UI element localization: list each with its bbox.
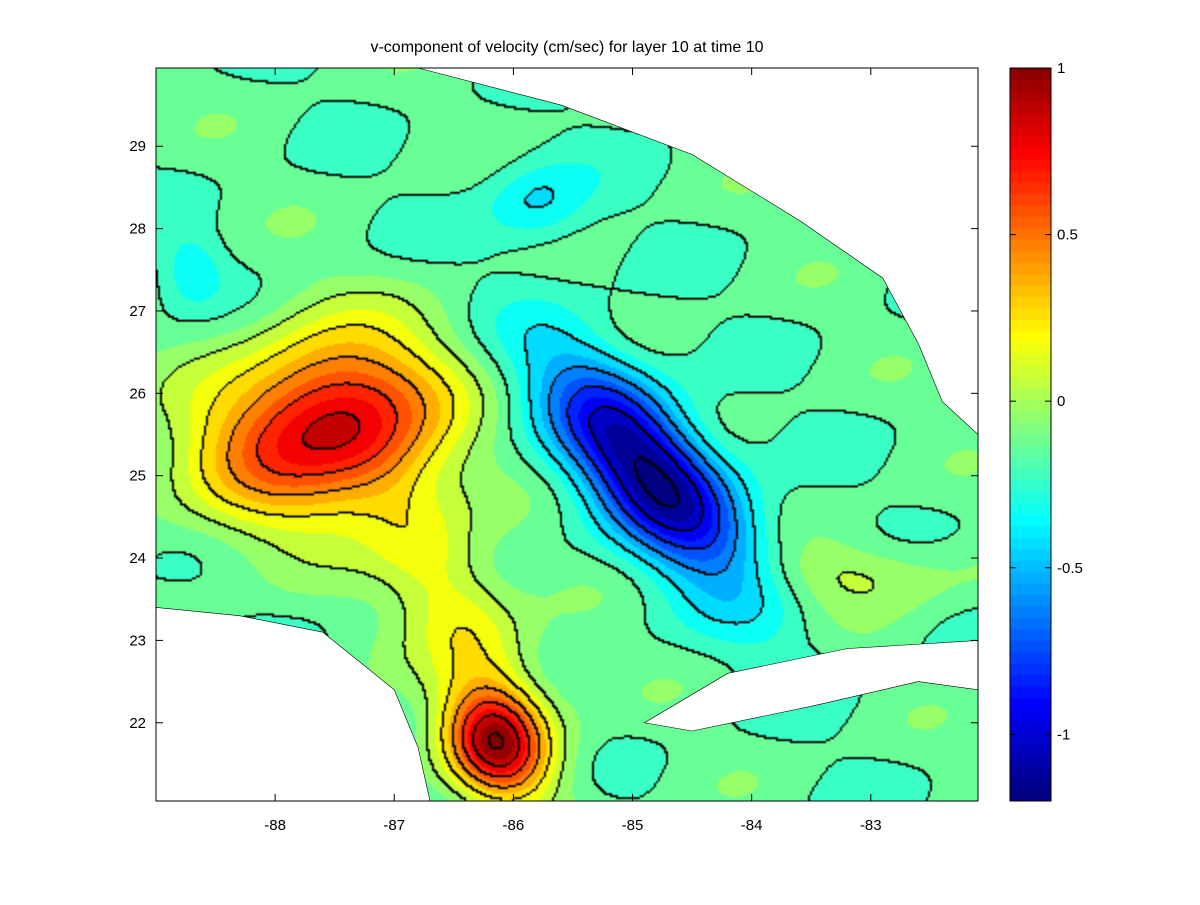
- colorbar: 1 0.5 0 -0.5 -1: [1009, 60, 1083, 802]
- y-tick-label: 27: [129, 303, 146, 320]
- colorbar-tick-label: -0.5: [1057, 560, 1083, 577]
- y-tick-label: 26: [129, 385, 146, 402]
- colorbar-gradient: [1010, 68, 1051, 801]
- land-masks: [155, 67, 979, 802]
- plot-area: [155, 67, 979, 802]
- x-tick-label: -84: [741, 817, 763, 834]
- colorbar-tick-label: 1: [1057, 60, 1065, 77]
- x-tick-label: -87: [383, 817, 405, 834]
- colorbar-tick-label: -1: [1057, 726, 1070, 743]
- colorbar-frame: [1009, 67, 1052, 802]
- x-tick-label: -85: [622, 817, 644, 834]
- colorbar-tick-label: 0.5: [1057, 227, 1078, 244]
- y-tick-label: 24: [129, 550, 146, 567]
- land-mask-1: [418, 67, 979, 436]
- y-tick-label: 23: [129, 632, 146, 649]
- x-axis: -88 -87 -86 -85 -84 -83: [264, 68, 882, 834]
- x-tick-label: -86: [503, 817, 525, 834]
- y-tick-label: 29: [129, 138, 146, 155]
- y-tick-label: 25: [129, 468, 146, 485]
- chart-title: v-component of velocity (cm/sec) for lay…: [370, 39, 763, 56]
- land-mask-2: [643, 640, 979, 732]
- y-tick-label: 28: [129, 221, 146, 238]
- y-axis: 22 23 24 25 26 27 28 29: [129, 138, 978, 732]
- plot-frame: [155, 67, 979, 802]
- x-tick-label: -83: [860, 817, 882, 834]
- y-tick-label: 22: [129, 715, 146, 732]
- x-tick-label: -88: [264, 817, 286, 834]
- colorbar-ticks: 1 0.5 0 -0.5 -1: [1010, 60, 1083, 743]
- colorbar-tick-label: 0: [1057, 393, 1065, 410]
